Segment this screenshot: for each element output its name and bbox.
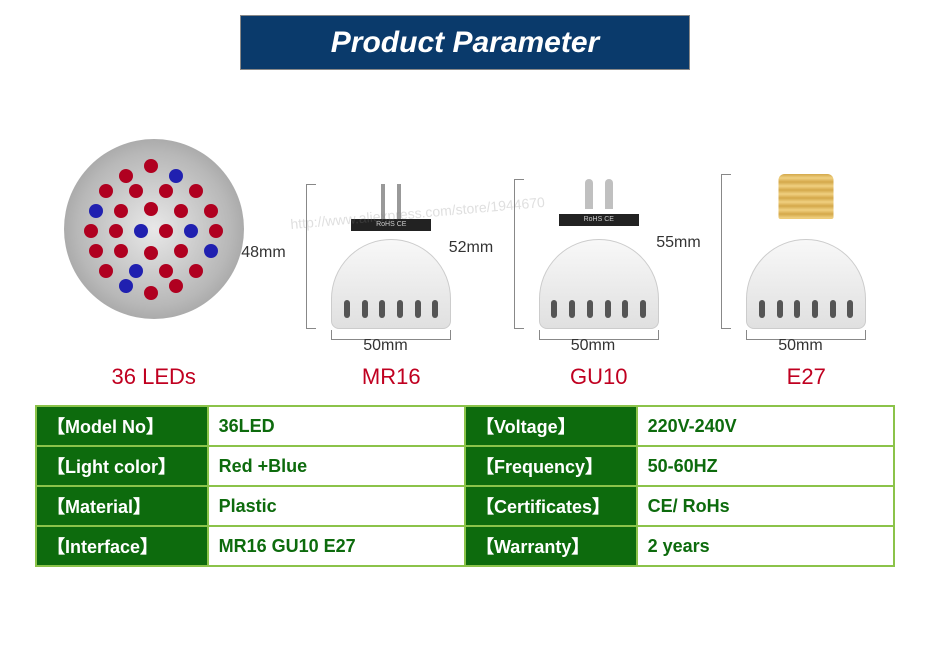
spec-table: 【Model No】 36LED 【Voltage】 220V-240V 【Li… [35,405,895,567]
spec-table-wrap: 【Model No】 36LED 【Voltage】 220V-240V 【Li… [35,405,895,567]
mr16-height-bracket [306,184,316,329]
mr16-width-dim: 50mm [363,337,407,355]
cell-val: Plastic [208,486,465,526]
gu10-label: GU10 [570,364,627,390]
cell-val: CE/ RoHs [637,486,894,526]
e27-screw-icon [779,174,834,219]
table-row: 【Material】 Plastic 【Certificates】 CE/ Ro… [36,486,894,526]
table-row: 【Interface】 MR16 GU10 E27 【Warranty】 2 y… [36,526,894,566]
gu10-height-bracket [514,179,524,329]
cell-key: 【Frequency】 [465,446,637,486]
cell-key: 【Material】 [36,486,208,526]
header-banner: Product Parameter [240,15,690,70]
mr16-pins-icon [376,184,406,224]
cell-key: 【Model No】 [36,406,208,446]
cell-key: 【Light color】 [36,446,208,486]
gu10-bulb: RoHS CE [539,179,659,329]
e27-label: E27 [787,364,826,390]
mr16-label: MR16 [362,364,421,390]
mr16-height-dim: 48mm [241,244,285,262]
product-gu10: RoHS CE 52mm 50mm GU10 [539,179,659,390]
led-face-label: 36 LEDs [112,364,196,390]
product-mr16: RoHS CE 48mm 50mm MR16 [331,184,451,390]
cell-key: 【Warranty】 [465,526,637,566]
e27-bulb [746,174,866,329]
e27-width-dim: 50mm [778,337,822,355]
cert-band: RoHS CE [351,219,431,231]
cell-val: 36LED [208,406,465,446]
e27-body [746,239,866,329]
e27-height-dim: 55mm [656,234,700,252]
gu10-body [539,239,659,329]
gu10-pins-icon [579,179,619,219]
cell-key: 【Certificates】 [465,486,637,526]
led-face-circle [64,139,244,319]
table-row: 【Light color】 Red +Blue 【Frequency】 50-6… [36,446,894,486]
cell-key: 【Interface】 [36,526,208,566]
e27-height-bracket [721,174,731,329]
cell-key: 【Voltage】 [465,406,637,446]
header-title: Product Parameter [331,26,599,60]
cell-val: 50-60HZ [637,446,894,486]
product-led-face: 36 LEDs [64,139,244,390]
cell-val: 220V-240V [637,406,894,446]
mr16-bulb: RoHS CE [331,184,451,329]
gu10-width-dim: 50mm [571,337,615,355]
product-e27: 55mm 50mm E27 [746,174,866,390]
cell-val: MR16 GU10 E27 [208,526,465,566]
led-grid [79,154,229,304]
mr16-body [331,239,451,329]
table-row: 【Model No】 36LED 【Voltage】 220V-240V [36,406,894,446]
cell-val: Red +Blue [208,446,465,486]
cell-val: 2 years [637,526,894,566]
cert-band: RoHS CE [559,214,639,226]
gu10-height-dim: 52mm [449,239,493,257]
products-row: 36 LEDs RoHS CE 48mm 50mm MR16 RoHS CE 5… [20,100,910,390]
